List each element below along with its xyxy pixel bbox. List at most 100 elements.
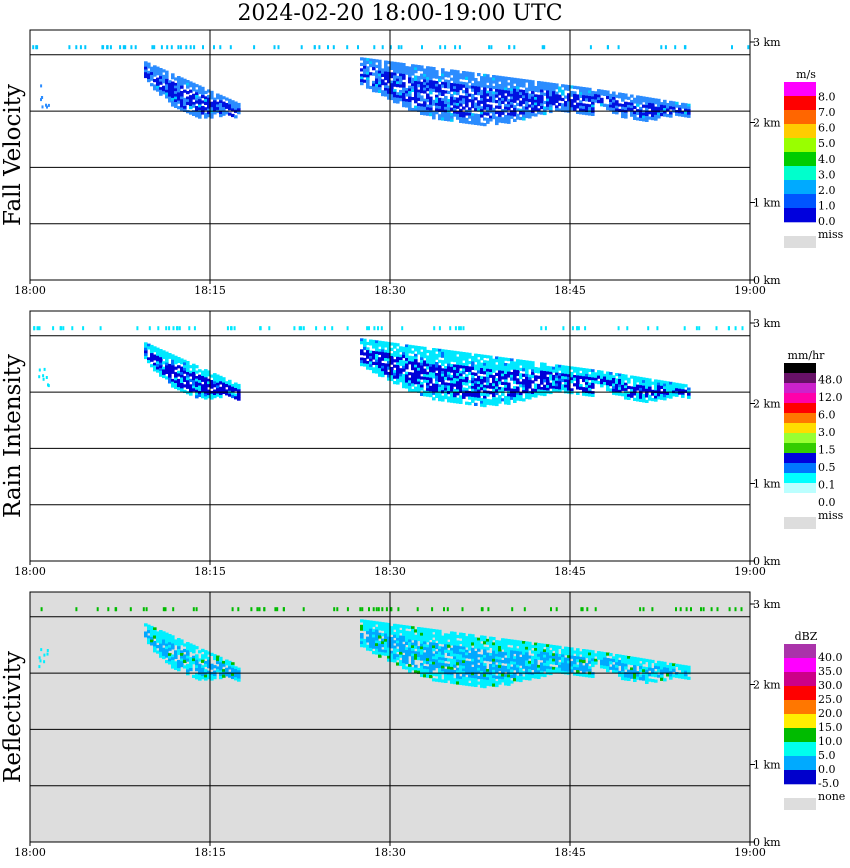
echo-cell [384,352,388,356]
echo-cell [480,387,484,391]
echo-cell [663,389,667,393]
echo-cell [519,676,523,680]
echo-cell [459,654,463,658]
echo-cell [471,355,475,360]
echo-cell [588,87,592,91]
echo-speckle [43,660,46,664]
echo-cell [651,108,655,112]
echo-cell [582,673,586,677]
echo-speckle [300,45,303,50]
echo-cell [450,369,454,373]
echo-cell [459,76,463,80]
echo-cell [231,670,235,674]
echo-cell [180,374,184,378]
echo-cell [492,80,496,84]
echo-cell [468,672,472,676]
echo-cell [474,667,478,671]
echo-cell [393,375,397,379]
echo-cell [426,85,430,89]
echo-cell [507,647,511,651]
echo-cell [519,100,523,104]
echo-cell [219,114,223,118]
echo-cell [447,115,451,119]
echo-cell [432,358,436,363]
echo-cell [558,664,562,669]
echo-cell [474,683,478,687]
echo-speckle [421,45,423,50]
echo-cell [522,662,526,667]
echo-cell [228,98,232,102]
echo-cell [147,635,151,639]
echo-cell [600,659,604,663]
echo-cell [666,670,670,674]
echo-cell [441,111,445,116]
echo-cell [525,363,529,367]
echo-cell [402,93,406,97]
echo-cell [201,665,205,669]
echo-cell [450,653,454,657]
echo-cell [516,367,520,371]
echo-cell [219,673,223,677]
echo-cell [660,102,664,106]
echo-cell [519,648,523,652]
echo-cell [159,632,163,636]
echo-cell [513,658,517,663]
echo-cell [666,392,670,396]
echo-cell [579,367,583,371]
echo-cell [495,648,499,652]
echo-cell [201,654,205,658]
echo-cell [192,96,196,100]
echo-speckle [715,326,718,331]
echo-cell [486,377,490,381]
echo-cell [399,95,403,99]
echo-cell [495,659,499,663]
echo-cell [408,102,412,106]
echo-cell [537,94,541,98]
echo-cell [402,363,406,367]
echo-cell [537,375,541,379]
echo-cell [582,108,586,113]
echo-cell [540,103,544,107]
echo-cell [165,376,169,380]
echo-cell [561,367,565,372]
echo-cell [642,96,646,100]
echo-cell [483,674,487,678]
echo-cell [612,94,616,98]
echo-cell [210,112,214,116]
echo-cell [456,351,460,355]
colorbar-swatch [784,363,816,374]
echo-cell [609,388,613,392]
echo-speckle [459,326,462,331]
echo-cell [411,380,415,384]
echo-cell [498,89,502,93]
echo-cell [444,352,448,356]
echo-cell [501,673,505,677]
echo-cell [393,83,397,87]
echo-cell [423,112,427,116]
echo-cell [441,351,445,356]
echo-cell [444,396,448,400]
echo-cell [504,84,508,88]
echo-cell [408,642,412,646]
echo-cell [180,93,184,97]
echo-cell [162,350,166,354]
echo-cell [600,376,604,380]
echo-cell [477,667,481,671]
echo-cell [474,681,478,685]
echo-cell [369,361,373,365]
echo-cell [156,69,160,73]
echo-cell [474,80,478,84]
echo-cell [390,347,394,351]
echo-cell [462,643,466,648]
echo-cell [162,650,166,654]
echo-cell [435,70,439,74]
echo-cell [165,92,169,96]
echo-cell [444,360,448,364]
echo-cell [384,87,388,92]
echo-cell [408,93,412,97]
echo-cell [618,387,622,391]
echo-cell [531,658,535,662]
echo-cell [576,653,580,657]
echo-cell [420,95,424,99]
echo-cell [567,93,571,97]
